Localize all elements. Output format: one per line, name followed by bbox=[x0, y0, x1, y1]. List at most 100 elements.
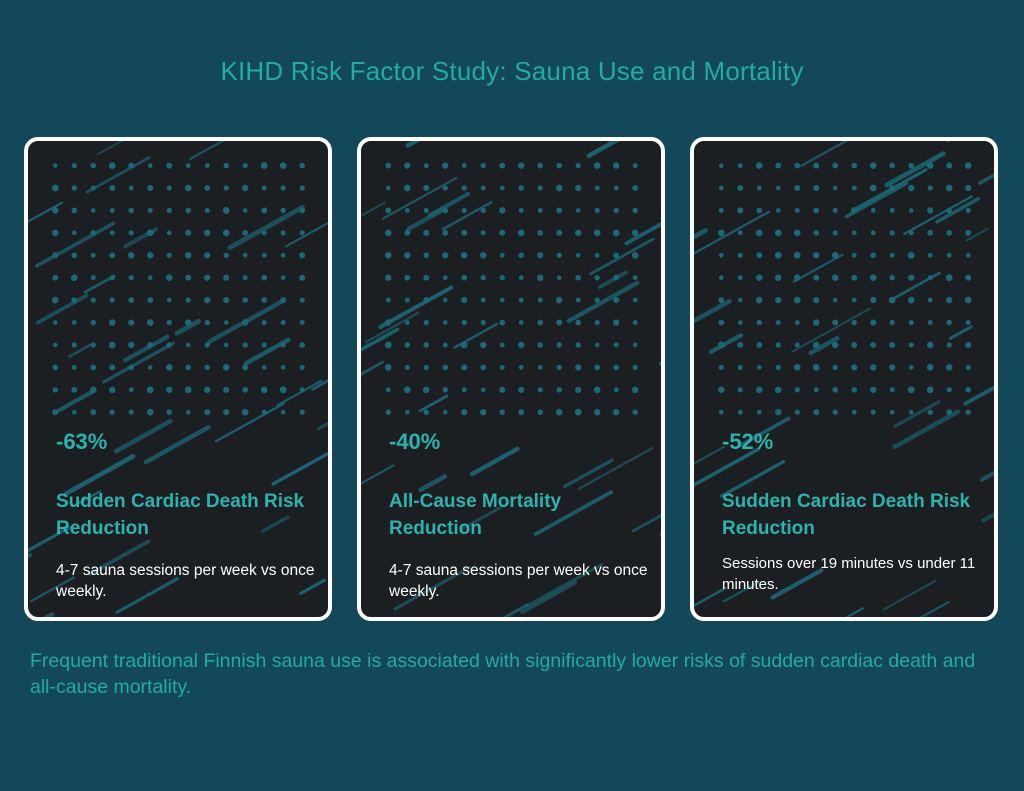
pattern-dot bbox=[556, 342, 562, 348]
stat-card: -63% Sudden Cardiac Death Risk Reduction… bbox=[24, 137, 332, 621]
pattern-dot bbox=[146, 319, 154, 326]
stat-cards: -63% Sudden Cardiac Death Risk Reduction… bbox=[24, 137, 1000, 621]
pattern-dot bbox=[737, 364, 743, 370]
pattern-dot bbox=[946, 229, 953, 236]
pattern-dot bbox=[793, 364, 801, 371]
pattern-dot bbox=[280, 409, 286, 415]
pattern-dot bbox=[185, 409, 191, 415]
pattern-dot bbox=[461, 185, 467, 191]
pattern-dot bbox=[280, 252, 286, 258]
pattern-streak bbox=[361, 327, 400, 352]
pattern-dot bbox=[719, 252, 724, 258]
pattern-dot bbox=[147, 297, 154, 303]
pattern-dot bbox=[908, 208, 914, 213]
pattern-dot bbox=[499, 185, 505, 191]
pattern-dot bbox=[574, 229, 582, 237]
pattern-streak bbox=[694, 298, 732, 324]
pattern-streak bbox=[893, 400, 941, 428]
pattern-dot bbox=[927, 409, 933, 415]
pattern-dot bbox=[242, 208, 248, 213]
pattern-streak bbox=[189, 141, 225, 160]
pattern-dot bbox=[90, 409, 97, 416]
pattern-dot bbox=[737, 342, 744, 348]
pattern-dot bbox=[869, 274, 877, 282]
pattern-dot bbox=[261, 319, 267, 326]
pattern-dot bbox=[594, 297, 600, 303]
pattern-dot bbox=[499, 229, 506, 236]
pattern-dot bbox=[556, 275, 562, 280]
pattern-dot bbox=[794, 320, 800, 325]
pattern-dot bbox=[51, 184, 59, 192]
pattern-dot bbox=[261, 297, 267, 303]
pattern-dot bbox=[556, 319, 563, 326]
card-pattern bbox=[28, 141, 328, 617]
pattern-streak bbox=[42, 612, 55, 617]
pattern-dot bbox=[718, 409, 724, 415]
pattern-dot bbox=[575, 386, 582, 393]
pattern-dot bbox=[165, 274, 173, 281]
pattern-streak bbox=[364, 311, 420, 344]
pattern-dot bbox=[499, 252, 505, 258]
pattern-dot bbox=[575, 208, 581, 213]
pattern-dot bbox=[851, 297, 857, 303]
pattern-dot bbox=[442, 229, 449, 236]
pattern-dot bbox=[403, 386, 411, 394]
pattern-dot bbox=[851, 409, 857, 415]
pattern-streak bbox=[739, 416, 791, 447]
pattern-dot bbox=[71, 320, 77, 325]
pattern-streak bbox=[227, 204, 305, 250]
pattern-dot bbox=[594, 252, 600, 258]
pattern-dot bbox=[632, 275, 638, 281]
pattern-dot bbox=[718, 275, 724, 281]
pattern-dot bbox=[632, 320, 638, 326]
pattern-dot bbox=[832, 162, 839, 169]
pattern-streak bbox=[102, 341, 175, 384]
pattern-dot bbox=[261, 252, 267, 258]
pattern-dot bbox=[537, 162, 544, 169]
pattern-dot bbox=[737, 207, 744, 214]
pattern-dot bbox=[147, 163, 153, 168]
pattern-dot bbox=[594, 207, 600, 213]
pattern-dot bbox=[870, 409, 876, 415]
pattern-streak bbox=[808, 335, 840, 356]
pattern-dot bbox=[794, 342, 800, 348]
pattern-dot bbox=[575, 253, 581, 258]
pattern-dot bbox=[889, 364, 896, 371]
pattern-dot bbox=[260, 386, 268, 394]
pattern-dot bbox=[756, 274, 763, 281]
pattern-dot bbox=[460, 341, 468, 349]
pattern-dot bbox=[404, 274, 411, 281]
pattern-dot bbox=[536, 274, 544, 281]
pattern-streak bbox=[378, 285, 454, 329]
pattern-dot bbox=[204, 342, 210, 348]
pattern-dot bbox=[404, 208, 410, 213]
pattern-streak bbox=[68, 343, 92, 358]
pattern-dot bbox=[442, 162, 449, 169]
pattern-dot bbox=[889, 230, 895, 236]
pattern-dot bbox=[128, 341, 135, 349]
pattern-streak bbox=[406, 206, 447, 232]
pattern-streak bbox=[74, 490, 101, 507]
pattern-streak bbox=[981, 512, 994, 523]
pattern-dot bbox=[945, 296, 953, 304]
pattern-dot bbox=[869, 184, 877, 192]
pattern-streak bbox=[143, 424, 211, 465]
pattern-streak bbox=[566, 280, 640, 324]
pattern-dot bbox=[461, 297, 468, 304]
pattern-dot bbox=[737, 185, 744, 191]
pattern-dot bbox=[926, 386, 934, 394]
pattern-dot bbox=[146, 408, 154, 416]
pattern-dot bbox=[442, 297, 448, 303]
pattern-dot bbox=[299, 409, 305, 415]
pattern-dot bbox=[613, 342, 619, 348]
pattern-dot bbox=[146, 229, 154, 237]
card-pattern bbox=[361, 141, 661, 617]
pattern-dot bbox=[632, 409, 638, 415]
pattern-dot bbox=[204, 207, 210, 214]
pattern-dot bbox=[575, 364, 582, 371]
pattern-dot bbox=[718, 297, 725, 304]
pattern-dot bbox=[946, 207, 952, 214]
pattern-streak bbox=[174, 318, 202, 336]
pattern-dot bbox=[423, 274, 430, 281]
pattern-dot bbox=[109, 275, 115, 281]
